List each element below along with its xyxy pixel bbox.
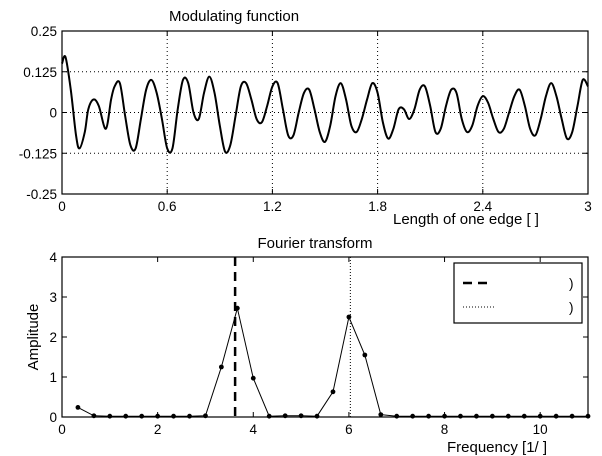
chart1-x-tick-label: 1.2	[263, 199, 282, 214]
chart2-data-point	[234, 305, 240, 311]
chart2-data-point	[250, 375, 256, 381]
chart2-data-point	[107, 413, 113, 419]
chart2-data-point	[569, 413, 575, 419]
chart2-x-unit-box	[567, 435, 589, 453]
chart2-y-tick-label: 1	[49, 370, 57, 385]
chart2-data-point	[537, 413, 543, 419]
chart1-title: Modulating function	[169, 8, 299, 25]
chart2-data-point	[489, 413, 495, 419]
chart2-data-point	[553, 413, 559, 419]
chart2-data-point	[426, 413, 432, 419]
chart1-x-unit-box	[562, 206, 582, 224]
chart2-data-point	[346, 314, 352, 320]
fourier-transform-chart: Fourier transform 0 2 4 6 8 10 0 1 2 3 4 Amplitude…	[25, 235, 591, 456]
chart2-title: Fourier transform	[257, 235, 372, 252]
chart1-x-tick-label: 0.6	[158, 199, 177, 214]
chart1-y-tick-label: -0.25	[26, 187, 57, 202]
chart2-data-point	[362, 352, 368, 358]
chart1-x-tick-label: 2.4	[473, 199, 492, 214]
chart2-x-tick-label: 6	[345, 422, 353, 437]
chart1-y-tick-label: 0	[49, 106, 57, 121]
chart2-reference-lines	[233, 257, 351, 417]
chart2-frame	[61, 256, 589, 418]
chart2-data-point	[155, 413, 161, 419]
chart2-y-axis-label: Amplitude	[25, 304, 42, 371]
chart2-y-tick-label: 0	[49, 410, 57, 425]
legend-entry-2-label: )	[569, 300, 574, 315]
chart2-data-point	[123, 413, 129, 419]
chart2-ticks: 0 2 4 6 8 10 0 1 2 3 4	[49, 250, 588, 437]
chart2-x-tick-label: 2	[154, 422, 162, 437]
chart2-x-tick-label: 10	[533, 422, 548, 437]
chart2-data-point	[75, 405, 81, 410]
chart1-x-tick-label: 1.8	[368, 199, 387, 214]
chart2-x-axis-label: Frequency [1/ ]	[447, 439, 547, 456]
chart2-data-point	[458, 413, 463, 419]
chart1-frame	[61, 30, 589, 195]
chart2-data-point	[378, 412, 384, 417]
chart1-y-tick-label: 0.125	[23, 65, 57, 80]
chart2-data-point	[266, 413, 272, 419]
chart2-x-tick-label: 4	[250, 422, 258, 437]
chart1-ticks: 0 0.6 1.2 1.8 2.4 3 0.25 0.125 0 -0.125 -0.25	[19, 24, 592, 214]
chart1-y-tick-label: 0.25	[31, 24, 57, 39]
chart1-x-tick-label: 0	[58, 199, 66, 214]
chart1-y-tick-label: -0.125	[19, 146, 57, 161]
chart2-series-line	[77, 308, 588, 417]
chart2-data-point	[505, 413, 511, 419]
chart2-data-point	[171, 413, 176, 419]
chart2-data-point	[442, 413, 447, 419]
chart2-data-point	[218, 364, 224, 370]
legend-box	[453, 262, 583, 324]
chart2-y-tick-label: 3	[49, 290, 57, 305]
chart2-x-tick-label: 8	[441, 422, 449, 437]
chart1-x-axis-label: Length of one edge [ ]	[393, 211, 539, 228]
legend-entry-1-label: )	[569, 276, 574, 291]
chart2-data-point	[139, 413, 145, 419]
chart2-data-point	[410, 413, 416, 419]
chart2-data-point	[394, 413, 400, 419]
chart1-x-tick-label: 3	[584, 199, 592, 214]
chart2-x-tick-label: 0	[58, 422, 66, 437]
chart2-y-tick-label: 4	[49, 250, 57, 265]
chart2-data-point	[187, 413, 192, 419]
chart2-data-point	[314, 413, 320, 419]
chart1-series-line	[61, 55, 589, 154]
chart2-y-tick-label: 2	[49, 330, 57, 345]
chart2-data-point	[521, 413, 527, 419]
chart1-plot-area	[61, 55, 589, 154]
chart2-legend: ) )	[453, 262, 583, 324]
modulating-function-chart: Modulating function 0 0.6 1.2 1.8 2.4 3 0.25 0.…	[19, 8, 592, 228]
chart2-data-point	[330, 389, 336, 395]
chart2-data-point	[474, 413, 479, 419]
